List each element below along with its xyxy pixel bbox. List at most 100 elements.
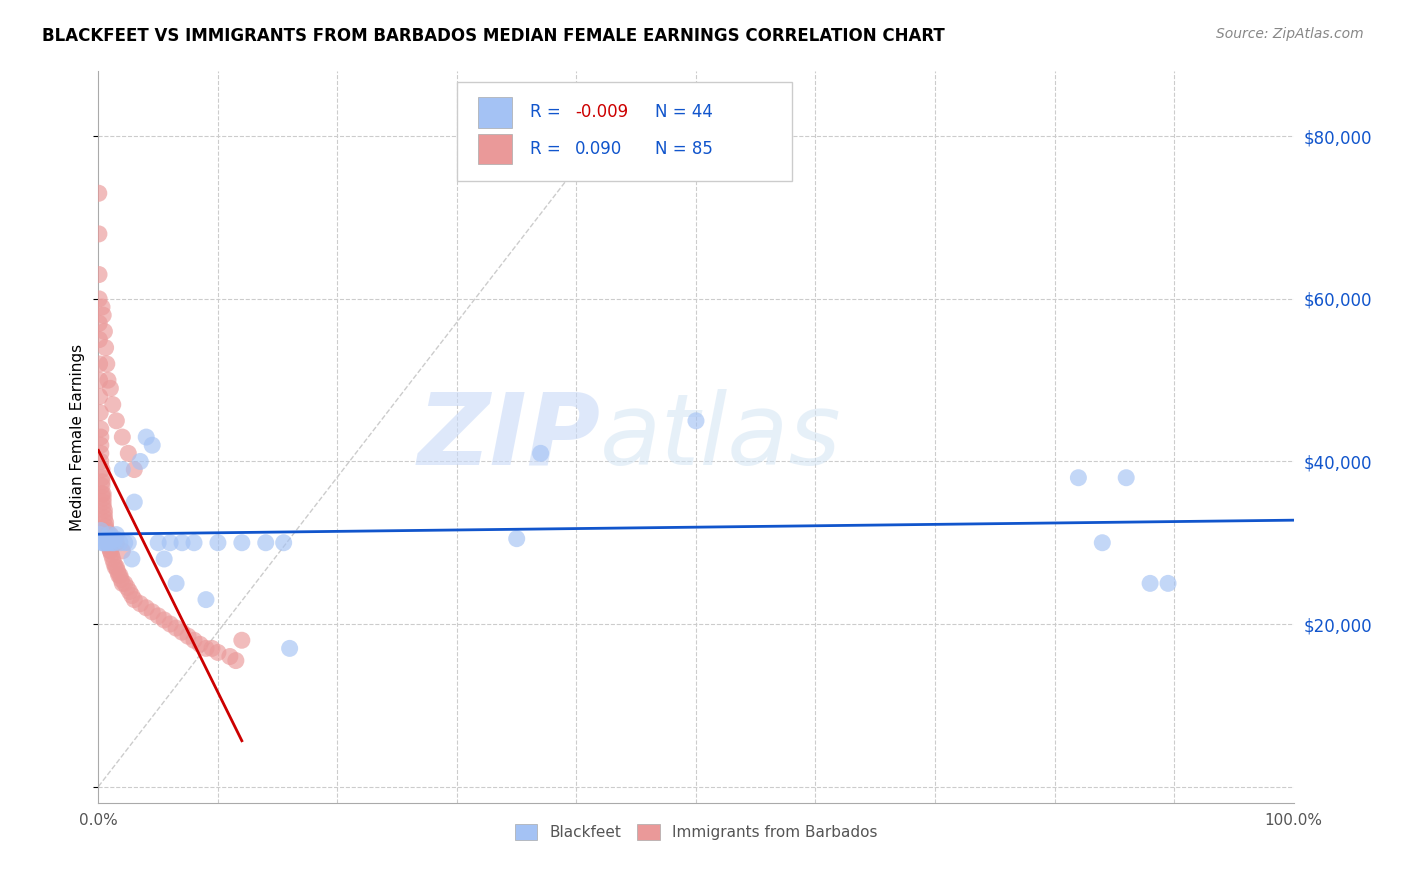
Point	[87, 227, 110, 241]
Y-axis label: Median Female Earnings: Median Female Earnings	[70, 343, 86, 531]
Point	[96, 524, 118, 538]
Point	[1157, 576, 1180, 591]
Text: R =: R =	[530, 140, 571, 158]
Text: Source: ZipAtlas.com: Source: ZipAtlas.com	[1216, 27, 1364, 41]
Text: ZIP: ZIP	[418, 389, 600, 485]
Point	[97, 535, 120, 549]
Point	[98, 544, 122, 558]
Point	[1139, 576, 1161, 591]
FancyBboxPatch shape	[478, 134, 512, 164]
Point	[110, 572, 132, 586]
Point	[231, 633, 253, 648]
Point	[201, 641, 224, 656]
Point	[159, 617, 181, 632]
Point	[90, 430, 112, 444]
Point	[117, 446, 139, 460]
Legend: Blackfeet, Immigrants from Barbados: Blackfeet, Immigrants from Barbados	[509, 818, 883, 847]
Point	[91, 487, 114, 501]
Point	[114, 535, 136, 549]
Point	[219, 649, 242, 664]
Point	[105, 414, 128, 428]
Text: -0.009: -0.009	[575, 103, 628, 121]
Text: N = 44: N = 44	[655, 103, 713, 121]
Point	[96, 535, 118, 549]
Point	[177, 629, 200, 643]
Point	[89, 527, 111, 541]
Point	[195, 592, 218, 607]
Point	[107, 564, 129, 578]
Point	[165, 576, 187, 591]
Point	[111, 544, 134, 558]
Point	[108, 535, 131, 549]
Point	[124, 462, 146, 476]
Point	[91, 462, 114, 476]
Point	[101, 398, 124, 412]
Point	[97, 532, 120, 546]
Point	[225, 654, 247, 668]
Point	[148, 535, 170, 549]
Point	[153, 613, 176, 627]
Point	[91, 475, 114, 489]
Point	[254, 535, 277, 549]
Point	[98, 540, 121, 554]
Point	[105, 535, 128, 549]
Point	[129, 597, 152, 611]
Point	[124, 495, 146, 509]
Point	[90, 454, 112, 468]
Point	[1067, 471, 1090, 485]
Point	[172, 535, 194, 549]
Point	[278, 641, 301, 656]
FancyBboxPatch shape	[457, 82, 792, 181]
Point	[93, 508, 115, 522]
Point	[94, 519, 117, 533]
Point	[121, 589, 143, 603]
Point	[96, 527, 118, 541]
Text: 0.090: 0.090	[575, 140, 623, 158]
Point	[93, 325, 115, 339]
Point	[141, 438, 163, 452]
Text: atlas: atlas	[600, 389, 842, 485]
Point	[98, 535, 122, 549]
Point	[91, 487, 114, 501]
Point	[105, 527, 128, 541]
Point	[530, 446, 553, 460]
Point	[135, 430, 157, 444]
Text: BLACKFEET VS IMMIGRANTS FROM BARBADOS MEDIAN FEMALE EARNINGS CORRELATION CHART: BLACKFEET VS IMMIGRANTS FROM BARBADOS ME…	[42, 27, 945, 45]
Point	[89, 292, 111, 306]
Point	[90, 438, 112, 452]
Point	[118, 584, 141, 599]
Point	[1091, 535, 1114, 549]
Point	[98, 544, 122, 558]
Text: R =: R =	[530, 103, 565, 121]
Point	[90, 446, 112, 460]
Point	[91, 471, 114, 485]
Point	[195, 641, 218, 656]
Point	[91, 300, 114, 314]
Point	[98, 527, 122, 541]
Point	[111, 576, 134, 591]
Point	[153, 552, 176, 566]
Point	[91, 535, 114, 549]
Point	[98, 535, 121, 549]
Point	[105, 560, 128, 574]
Point	[148, 608, 170, 623]
Point	[183, 535, 205, 549]
Point	[93, 503, 115, 517]
Point	[97, 373, 120, 387]
Point	[89, 316, 111, 330]
Point	[98, 381, 122, 395]
Point	[100, 548, 122, 562]
Point	[111, 462, 134, 476]
Point	[91, 535, 114, 549]
Point	[108, 568, 131, 582]
Point	[207, 535, 229, 549]
Point	[96, 357, 118, 371]
Point	[89, 389, 111, 403]
Point	[94, 516, 117, 530]
Point	[188, 637, 211, 651]
Point	[101, 535, 124, 549]
Point	[87, 268, 110, 282]
Point	[89, 373, 111, 387]
Text: N = 85: N = 85	[655, 140, 713, 158]
Point	[93, 535, 115, 549]
